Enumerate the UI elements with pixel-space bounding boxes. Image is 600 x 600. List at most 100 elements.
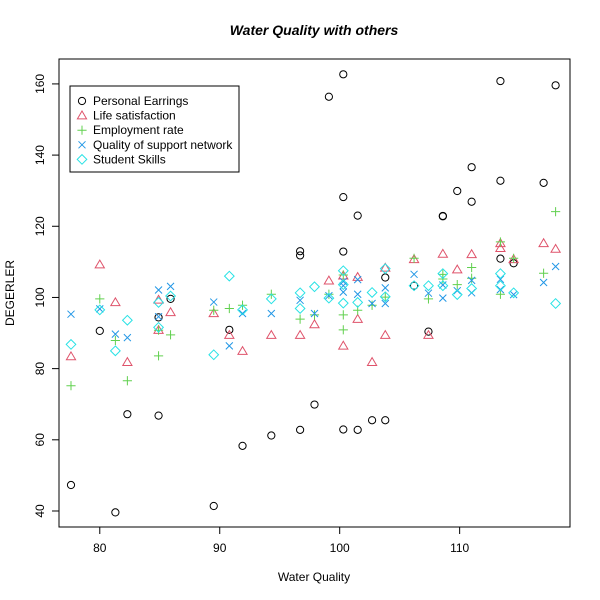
data-point [366,356,378,366]
data-point [323,292,335,304]
data-point [265,329,277,339]
data-point [338,310,348,320]
data-point [123,333,132,342]
data-point [267,431,276,440]
data-point [122,376,132,386]
data-point [165,290,177,302]
data-point [310,400,319,409]
data-point [265,293,277,305]
data-point [379,329,391,339]
data-point [339,247,348,256]
series-employment-rate [66,207,561,391]
data-point [66,381,76,391]
data-point [368,299,376,308]
data-point [379,262,391,272]
data-point [209,501,218,511]
data-point [438,294,447,303]
x-tick-label: 100 [330,541,350,555]
data-point [296,425,305,434]
legend-entry: Student Skills [93,152,166,166]
data-point [381,416,390,425]
data-point [95,294,105,304]
data-point [208,349,220,361]
data-point [551,81,560,90]
data-point [379,263,391,275]
data-point [422,280,434,292]
legend-marker [76,153,88,165]
data-point [339,425,348,434]
series-quality-of-support-network [67,262,560,350]
data-point [65,350,77,361]
data-point [339,192,348,202]
data-point [337,265,349,277]
data-point [496,254,505,263]
data-point [467,197,476,206]
data-point [121,314,133,326]
data-point [495,237,506,247]
series-personal-earrings [66,70,560,517]
data-point [466,283,478,295]
y-tick-label: 40 [33,504,47,518]
data-point [111,330,120,338]
data-point [496,76,505,86]
data-point [339,288,348,296]
data-point [223,329,235,339]
legend-box [69,85,240,173]
data-point [309,310,320,320]
data-point [123,410,132,419]
data-point [237,345,249,355]
x-axis: 80 90 100 110 [93,526,470,555]
data-point [165,330,176,340]
data-point [539,268,549,278]
data-point [294,302,306,314]
data-point [467,276,476,285]
data-point [154,313,163,322]
data-point [308,281,321,293]
x-tick-label: 90 [213,541,227,555]
legend-entry: Life satisfaction [93,109,176,123]
data-point [380,292,390,302]
data-point [166,282,175,291]
data-point [551,207,561,217]
data-point [208,307,220,318]
legend-marker [76,110,88,120]
y-tick-label: 120 [33,216,47,236]
data-point [422,329,434,339]
data-point [551,262,560,271]
data-point [437,248,449,258]
data-point [154,286,163,294]
data-point [410,270,418,279]
data-point [453,286,462,295]
data-point [352,313,364,323]
data-point [121,356,133,366]
data-point [353,275,362,284]
data-point [494,237,506,248]
data-point [223,270,235,282]
data-point [109,345,121,357]
data-point [154,411,163,420]
data-point [466,248,478,259]
data-point [95,304,104,313]
y-tick-label: 80 [33,362,47,376]
data-points [65,70,562,517]
data-point [494,280,506,292]
data-point [438,211,447,221]
data-point [538,237,550,248]
data-point [509,253,519,263]
data-point [379,291,391,303]
data-point [494,242,506,253]
data-point [337,340,349,350]
data-point [337,279,349,291]
data-point [294,329,306,339]
chart-title: Water Quality with others [230,22,399,38]
x-tick-label: 80 [93,541,107,555]
legend-entry: Quality of support network [93,138,233,152]
data-point [451,289,463,301]
data-point [296,247,305,256]
data-point [153,321,165,333]
legend-marker [77,96,87,106]
data-point [166,294,175,303]
data-point [496,176,505,185]
data-point [225,325,234,334]
